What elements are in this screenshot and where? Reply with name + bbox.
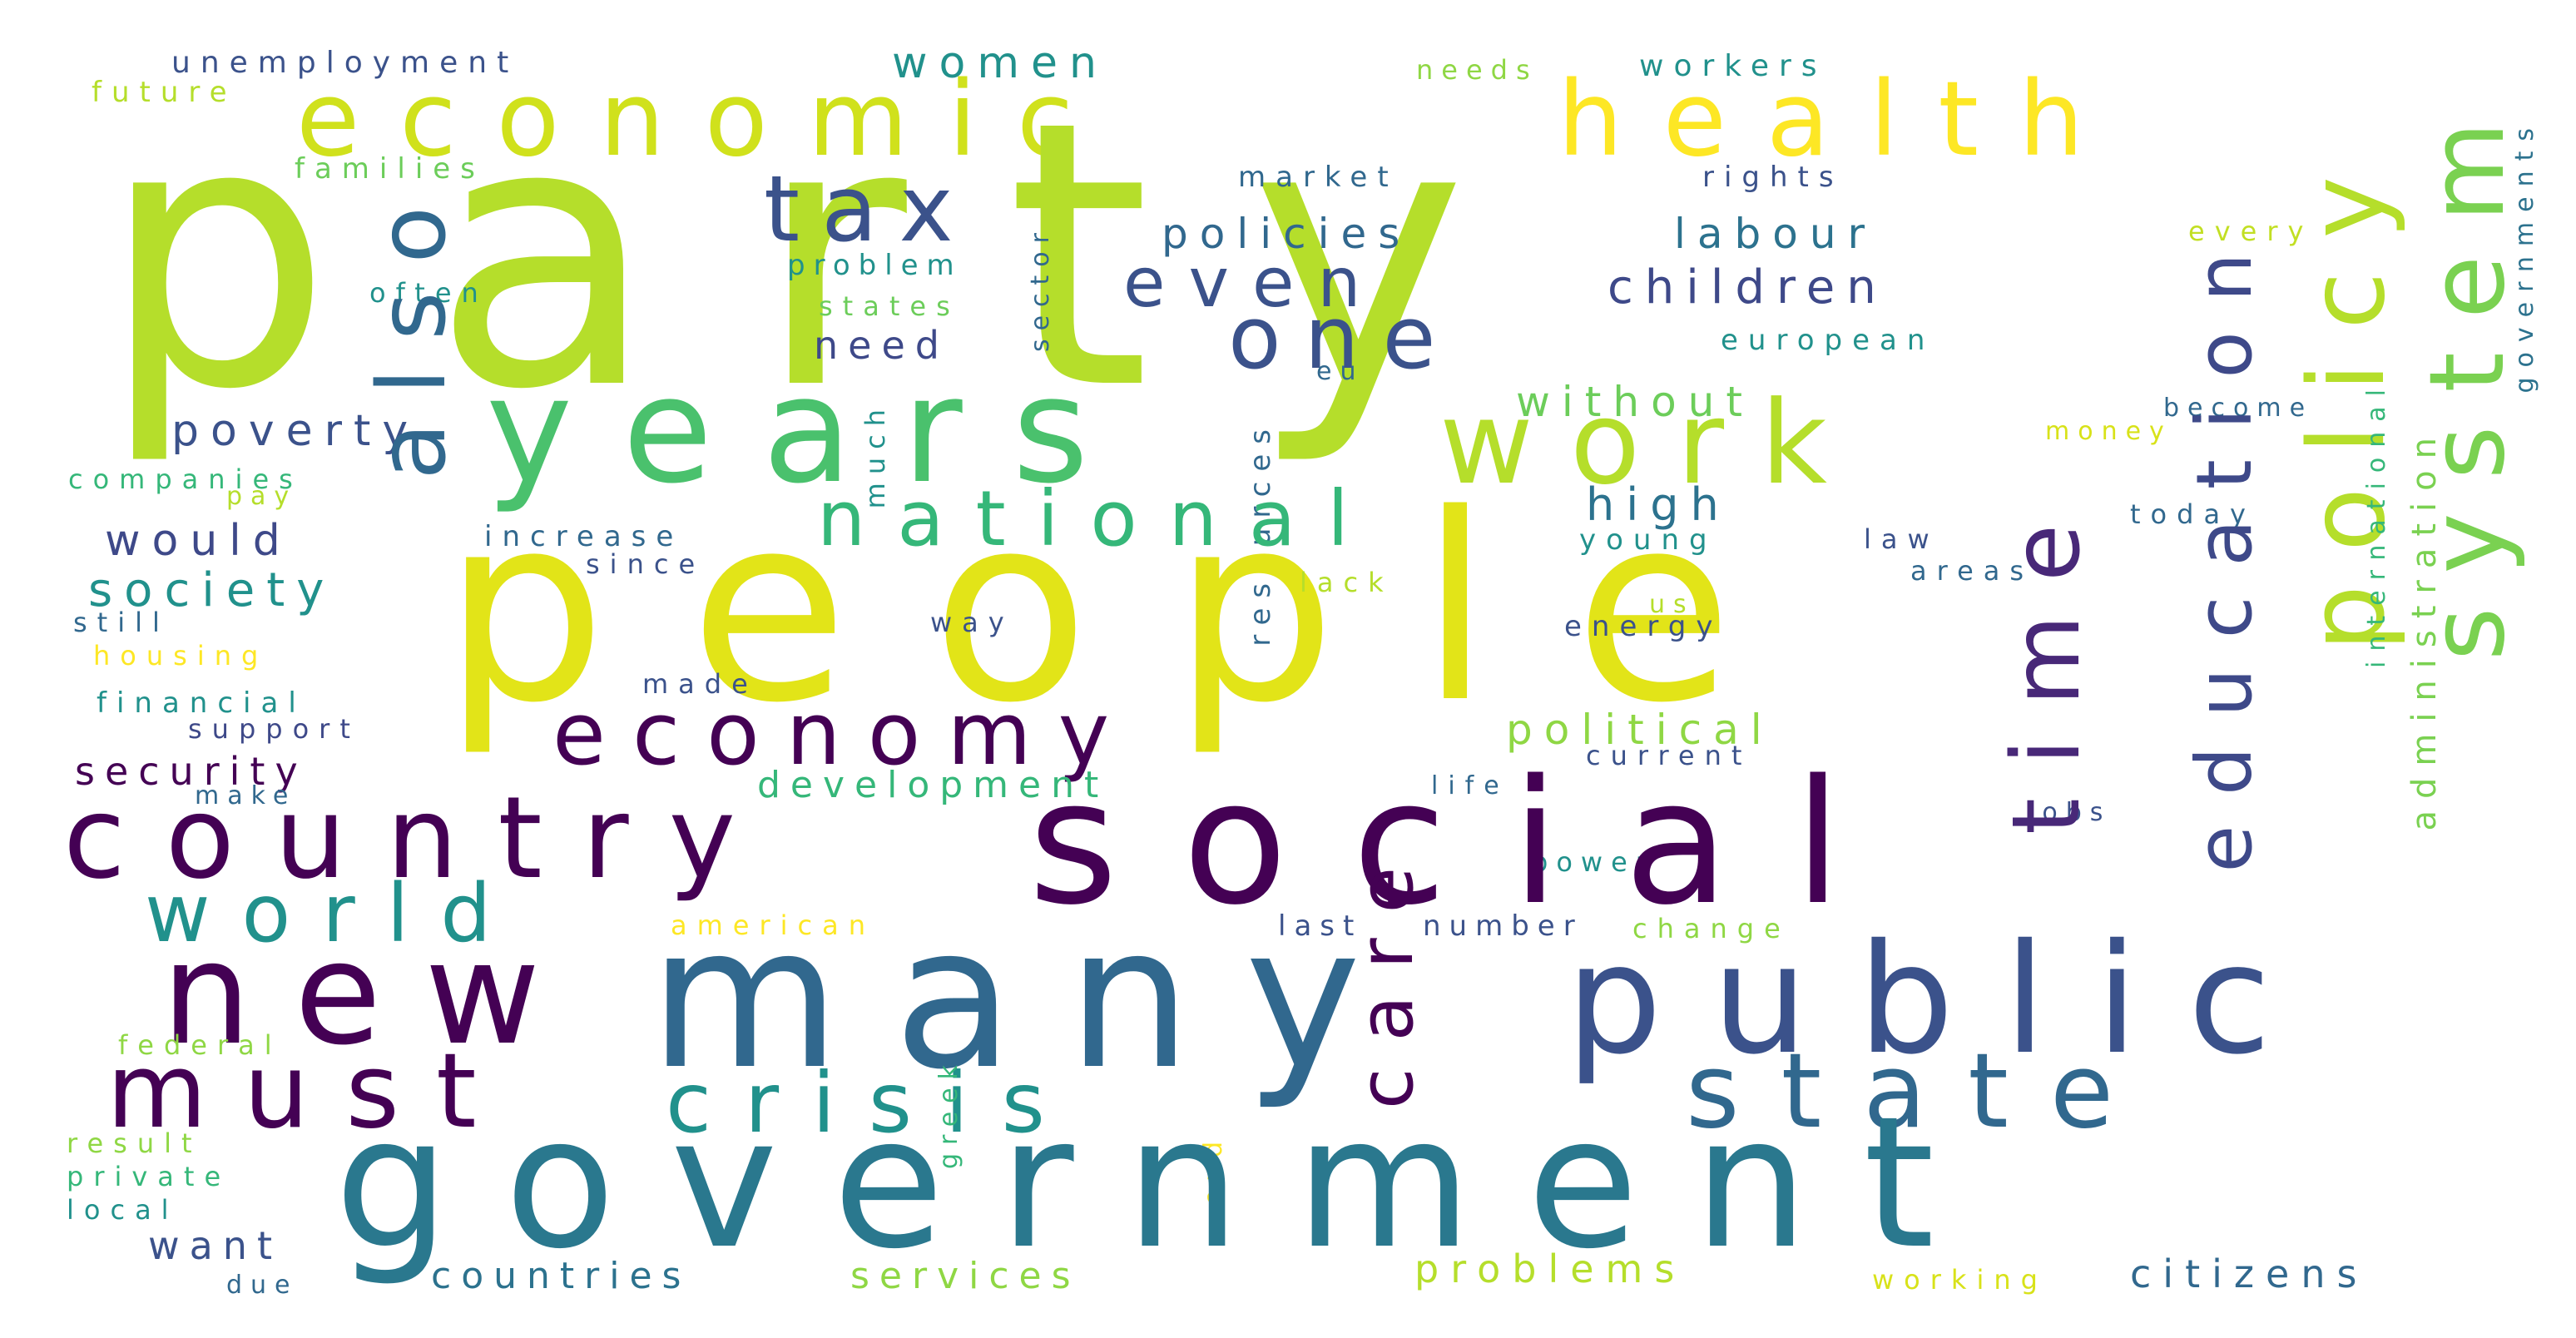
word-today: today	[2130, 498, 2256, 530]
word-life: life	[1431, 771, 1509, 800]
word-jobs: jobs	[2027, 798, 2112, 827]
word-women: women	[892, 38, 1108, 88]
word-new: new	[161, 912, 584, 1077]
word-needs: needs	[1416, 54, 1538, 86]
word-want: want	[148, 1223, 283, 1268]
word-companies: companies	[68, 463, 303, 495]
word-result: result	[67, 1127, 202, 1159]
word-current: current	[1586, 740, 1752, 771]
word-market: market	[1238, 161, 1399, 194]
word-international: international	[2362, 379, 2391, 668]
word-local: local	[67, 1194, 179, 1226]
word-housing: housing	[93, 640, 269, 671]
word-even: even	[1123, 244, 1385, 323]
word-us: us	[1649, 590, 1695, 619]
word-must: must	[107, 1032, 513, 1152]
word-administration: administration	[2405, 426, 2444, 831]
word-american: american	[671, 909, 875, 941]
word-high: high	[1586, 478, 1731, 531]
word-workers: workers	[1639, 49, 1827, 83]
word-public: public	[1566, 911, 2321, 1088]
word-economy: economy	[552, 683, 1137, 785]
word-since: since	[586, 548, 706, 580]
word-national: national	[817, 474, 1380, 563]
word-security: security	[75, 749, 308, 794]
word-power: power	[1531, 846, 1655, 878]
word-world: world	[145, 867, 523, 960]
word-many: many	[649, 884, 1414, 1113]
word-country: country	[63, 773, 776, 904]
word-make: make	[195, 781, 297, 810]
word-society: society	[88, 563, 336, 617]
word-private: private	[67, 1161, 231, 1192]
word-would: would	[105, 516, 292, 566]
word-sector: sector	[1026, 225, 1055, 353]
word-change: change	[1632, 913, 1791, 944]
word-poverty: poverty	[171, 406, 420, 456]
word-pay: pay	[226, 482, 298, 511]
word-political: political	[1506, 706, 1774, 754]
word-financial: financial	[97, 686, 306, 720]
word-one: one	[1228, 287, 1459, 389]
word-lack: lack	[1300, 567, 1394, 598]
word-health: health	[1558, 60, 2124, 180]
word-problem: problem	[787, 249, 963, 282]
word-countries: countries	[431, 1255, 691, 1297]
word-support: support	[188, 713, 360, 745]
word-states: states	[819, 290, 960, 322]
word-eu: eu	[1316, 357, 1365, 386]
word-future: future	[92, 76, 237, 109]
word-education: education	[2180, 223, 2269, 873]
word-become: become	[2163, 394, 2314, 423]
word-working: working	[1872, 1264, 2048, 1296]
word-party: party	[100, 43, 1567, 469]
word-also: also	[359, 178, 467, 480]
word-made: made	[642, 668, 758, 700]
word-need: need	[814, 323, 949, 368]
word-economic: economic	[296, 60, 1114, 180]
word-last: last	[1278, 909, 1363, 943]
word-citizens: citizens	[2130, 1251, 2369, 1296]
word-social: social	[1028, 743, 1907, 943]
word-work: work	[1439, 376, 1864, 510]
word-governments: governments	[2510, 118, 2539, 394]
word-way: way	[930, 607, 1014, 638]
word-rights: rights	[1702, 161, 1844, 194]
word-government: government	[334, 1078, 1989, 1289]
word-often: often	[369, 277, 488, 309]
word-law: law	[1864, 523, 1939, 555]
word-problems: problems	[1414, 1246, 1687, 1291]
word-people: people	[443, 459, 1816, 760]
word-development: development	[757, 764, 1109, 806]
word-labour: labour	[1674, 210, 1877, 258]
word-children: children	[1608, 260, 1888, 315]
word-services: services	[850, 1255, 1081, 1297]
word-number: number	[1423, 909, 1583, 943]
word-years: years	[486, 345, 1139, 516]
word-areas: areas	[1910, 555, 2034, 587]
word-crisis: crisis	[666, 1054, 1078, 1152]
word-time: time	[1993, 491, 2101, 835]
word-money: money	[2045, 417, 2172, 446]
word-without: without	[1516, 378, 1754, 426]
word-every: every	[2188, 216, 2314, 247]
word-families: families	[295, 152, 485, 186]
word-increase: increase	[484, 520, 684, 553]
word-policies: policies	[1162, 210, 1412, 258]
word-due: due	[226, 1271, 299, 1300]
word-unemployment: unemployment	[171, 46, 519, 80]
word-federal: federal	[118, 1029, 282, 1061]
word-state: state	[1686, 1032, 2156, 1152]
word-tax: tax	[764, 156, 975, 262]
word-european: european	[1721, 324, 1935, 357]
word-still: still	[73, 607, 170, 638]
word-young: young	[1579, 523, 1717, 557]
word-energy: energy	[1564, 610, 1723, 643]
